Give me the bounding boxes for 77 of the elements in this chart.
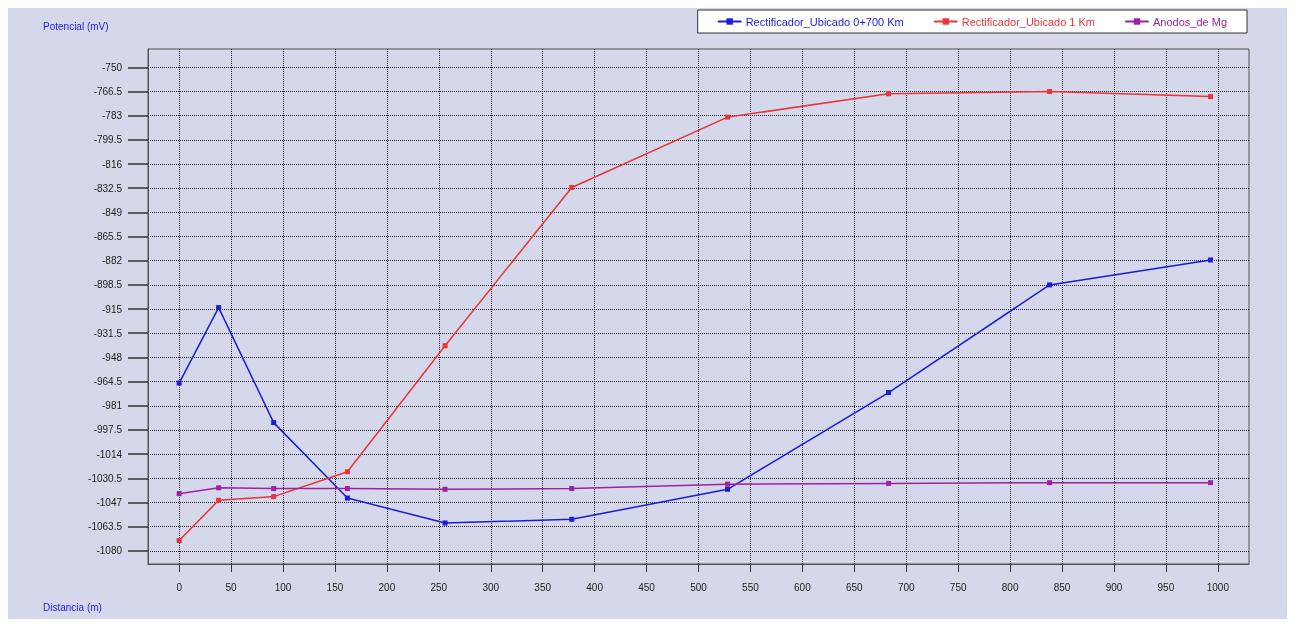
y-tick-label: -997.5 — [93, 424, 123, 436]
y-tick-label: -882 — [101, 255, 123, 267]
legend-label: Rectificador_Ubicado 0+700 Km — [745, 15, 904, 28]
x-tick-label: 0 — [176, 581, 183, 593]
x-tick-label: 700 — [897, 581, 916, 593]
y-tick-label: -816 — [101, 158, 123, 170]
x-tick-label: 300 — [482, 581, 500, 593]
point — [886, 91, 892, 97]
point — [271, 494, 277, 500]
point — [1047, 480, 1053, 486]
x-tick-label: 950 — [1157, 581, 1175, 593]
point — [271, 420, 277, 426]
y-tick-label: -1080 — [96, 545, 123, 557]
x-tick-label: 600 — [794, 581, 812, 593]
x-tick-label: 100 — [274, 581, 292, 593]
point — [442, 520, 448, 526]
y-tick-label: -783 — [101, 110, 123, 122]
point — [442, 486, 448, 492]
x-tick-label: 900 — [1105, 581, 1123, 593]
x-tick-label: 50 — [225, 581, 238, 593]
y-tick-label: -964.5 — [93, 376, 123, 388]
point — [725, 486, 731, 492]
point — [725, 481, 731, 487]
y-tick-label: -915 — [101, 303, 123, 315]
x-tick-label: 350 — [534, 581, 552, 593]
x-tick-label: 450 — [638, 581, 656, 593]
x-tick-label: 650 — [845, 581, 864, 593]
x-tick-label: 200 — [378, 581, 396, 593]
point — [725, 114, 731, 120]
point — [1208, 94, 1214, 100]
point — [442, 343, 448, 349]
point — [176, 380, 182, 386]
y-axis-title: Potencial (mV) — [43, 20, 109, 32]
y-tick-label: -1014 — [96, 448, 123, 460]
y-tick-label: -931.5 — [93, 327, 123, 339]
point — [1047, 88, 1053, 94]
x-tick-label: 800 — [1001, 581, 1019, 593]
y-tick-label: -898.5 — [93, 279, 123, 291]
point — [176, 491, 182, 497]
x-tick-label: 250 — [430, 581, 448, 593]
legend-label: Rectificador_Ubicado 1 Km — [961, 15, 1096, 28]
y-tick-label: -832.5 — [93, 182, 123, 194]
point — [569, 486, 575, 492]
legend-label: Anodos_de Mg — [1153, 15, 1227, 28]
point — [1208, 480, 1214, 486]
y-tick-label: -1047 — [96, 496, 123, 508]
x-tick-label: 1000 — [1206, 581, 1230, 593]
point — [569, 516, 575, 522]
y-tick-label: -1063.5 — [88, 521, 123, 533]
y-tick-label: -799.5 — [93, 134, 123, 146]
x-tick-label: 750 — [949, 581, 967, 593]
x-tick-label: 850 — [1053, 581, 1071, 593]
x-axis-title: Distancia (m) — [43, 601, 102, 613]
x-tick-label: 150 — [326, 581, 344, 593]
y-tick-label: -849 — [101, 206, 123, 218]
point — [344, 469, 350, 475]
point — [886, 390, 892, 396]
point — [886, 480, 892, 486]
y-tick-label: -1030.5 — [88, 472, 123, 484]
point — [271, 486, 277, 492]
y-tick-label: -981 — [101, 400, 123, 412]
point — [216, 497, 222, 503]
point — [569, 184, 575, 190]
point — [216, 485, 222, 491]
y-tick-label: -865.5 — [93, 231, 123, 243]
point — [1047, 282, 1053, 288]
point — [1208, 257, 1214, 263]
point — [176, 538, 182, 544]
y-tick-label: -948 — [101, 351, 123, 363]
x-tick-label: 550 — [742, 581, 760, 593]
point — [344, 486, 350, 492]
y-tick-label: -766.5 — [93, 85, 123, 97]
x-tick-label: 400 — [586, 581, 604, 593]
x-tick-label: 500 — [690, 581, 708, 593]
point — [216, 305, 222, 311]
y-tick-label: -750 — [101, 61, 123, 73]
point — [344, 495, 350, 501]
